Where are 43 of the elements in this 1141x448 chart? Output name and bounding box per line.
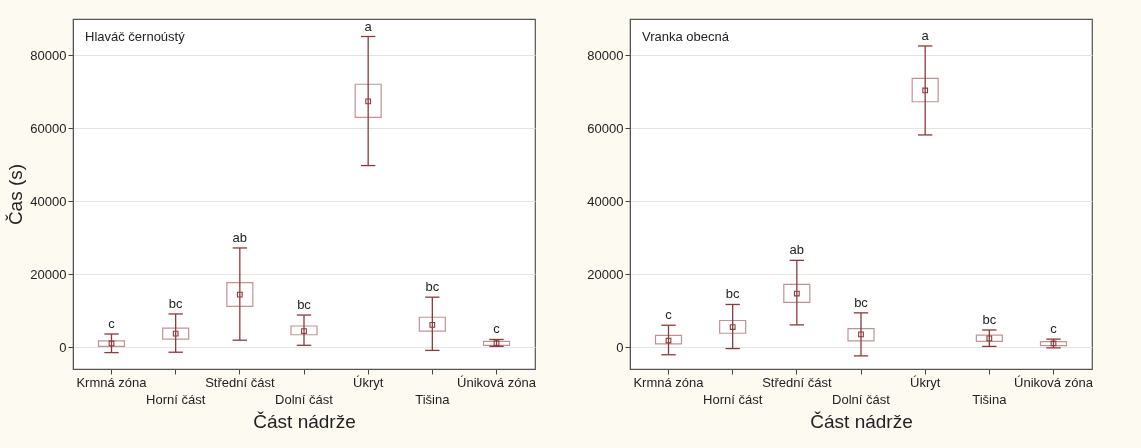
x-tick-label: Krmná zóna	[633, 374, 705, 390]
text: Vranka obecná	[642, 29, 730, 44]
y-tick-label: 60000	[587, 120, 624, 136]
y-tick-label: 20000	[587, 266, 624, 282]
x-tick-label: Dolní část	[275, 391, 334, 407]
x-tick-label: Tišina	[415, 391, 451, 407]
x-tick-label: Tišina	[972, 391, 1008, 407]
annotation: a	[364, 18, 373, 34]
y-tick-label: 80000	[587, 47, 624, 63]
x-tick-label: Úkryt	[352, 374, 384, 390]
annotation: bc	[725, 286, 741, 302]
y-axis-title: Čas (s)	[5, 163, 27, 226]
x-tick-label: Úniková zóna	[457, 374, 537, 390]
x-tick-label: Úniková zóna	[1014, 374, 1094, 390]
text: Hlaváč černoústý	[85, 29, 186, 44]
y-tick-label: 0	[616, 339, 624, 355]
x-tick-label: Horní část	[146, 391, 206, 407]
y-tick-label: 40000	[587, 193, 624, 209]
annotation: bc	[982, 311, 997, 327]
y-tick-label: 60000	[30, 120, 67, 136]
x-axis-title: Část nádrže	[253, 410, 356, 432]
x-axis-title: Část nádrže	[810, 410, 913, 432]
annotation: c	[493, 321, 501, 337]
x-tick-label: Střední část	[762, 374, 832, 390]
y-tick-label: 20000	[30, 266, 67, 282]
annotation: bc	[168, 295, 184, 311]
annotation: a	[921, 27, 930, 43]
annotation: ab	[789, 242, 805, 258]
y-tick-label: 0	[59, 339, 67, 355]
x-tick-label: Střední část	[205, 374, 275, 390]
annotation: bc	[854, 294, 869, 310]
x-tick-label: Horní část	[703, 391, 763, 407]
y-tick-label: 40000	[30, 193, 67, 209]
y-tick-label: 80000	[30, 47, 67, 63]
x-tick-label: Úkryt	[909, 374, 941, 390]
annotation: bc	[297, 297, 312, 313]
annotation: c	[665, 307, 673, 323]
x-tick-label: Dolní část	[832, 391, 891, 407]
annotation: ab	[232, 229, 248, 245]
x-tick-label: Krmná zóna	[76, 374, 148, 390]
annotation: c	[108, 316, 116, 331]
annotation: bc	[425, 279, 440, 295]
annotation: c	[1050, 321, 1058, 337]
